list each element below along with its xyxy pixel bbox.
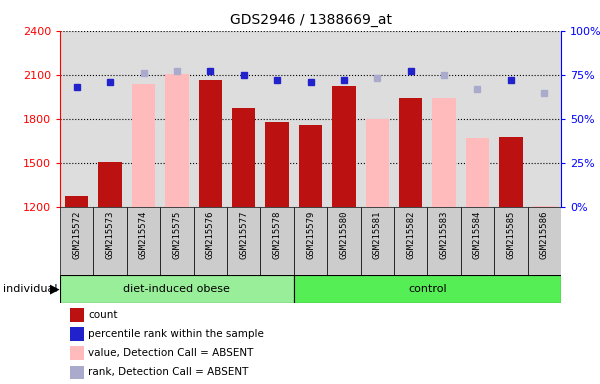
- Bar: [194, 207, 227, 275]
- Bar: [365, 119, 389, 207]
- Title: GDS2946 / 1388669_at: GDS2946 / 1388669_at: [229, 13, 392, 27]
- Text: GSM215582: GSM215582: [406, 211, 415, 259]
- Bar: [65, 195, 88, 207]
- Bar: [494, 207, 527, 275]
- Bar: [394, 207, 427, 275]
- Bar: [499, 137, 523, 207]
- Text: GSM215577: GSM215577: [239, 211, 248, 259]
- Bar: [165, 74, 188, 207]
- Text: ▶: ▶: [50, 282, 59, 295]
- Bar: [160, 207, 194, 275]
- Bar: [361, 207, 394, 275]
- Text: individual: individual: [3, 284, 58, 294]
- Bar: [327, 207, 361, 275]
- Bar: [427, 207, 461, 275]
- Bar: [294, 275, 561, 303]
- Bar: [299, 125, 322, 207]
- Text: rank, Detection Call = ABSENT: rank, Detection Call = ABSENT: [88, 367, 248, 377]
- Bar: [70, 308, 85, 322]
- Bar: [127, 207, 160, 275]
- Bar: [527, 207, 561, 275]
- Bar: [294, 207, 327, 275]
- Bar: [461, 207, 494, 275]
- Text: GSM215574: GSM215574: [139, 211, 148, 259]
- Bar: [332, 86, 356, 207]
- Text: GSM215584: GSM215584: [473, 211, 482, 259]
- Text: GSM215581: GSM215581: [373, 211, 382, 259]
- Bar: [98, 162, 122, 207]
- Bar: [433, 98, 456, 207]
- Text: diet-induced obese: diet-induced obese: [124, 284, 230, 294]
- Text: GSM215579: GSM215579: [306, 211, 315, 259]
- Bar: [265, 122, 289, 207]
- Text: GSM215586: GSM215586: [540, 211, 549, 259]
- Bar: [60, 275, 294, 303]
- Bar: [70, 366, 85, 379]
- Text: control: control: [408, 284, 447, 294]
- Text: GSM215583: GSM215583: [440, 211, 449, 259]
- Bar: [466, 138, 489, 207]
- Bar: [227, 207, 260, 275]
- Bar: [399, 98, 422, 207]
- Bar: [232, 108, 256, 207]
- Text: GSM215585: GSM215585: [506, 211, 515, 259]
- Text: percentile rank within the sample: percentile rank within the sample: [88, 329, 264, 339]
- Bar: [533, 206, 556, 207]
- Bar: [94, 207, 127, 275]
- Bar: [132, 84, 155, 207]
- Text: count: count: [88, 310, 118, 320]
- Bar: [70, 346, 85, 360]
- Bar: [70, 327, 85, 341]
- Text: GSM215575: GSM215575: [172, 211, 181, 259]
- Text: GSM215578: GSM215578: [272, 211, 281, 259]
- Text: value, Detection Call = ABSENT: value, Detection Call = ABSENT: [88, 348, 253, 358]
- Text: GSM215580: GSM215580: [340, 211, 349, 259]
- Text: GSM215576: GSM215576: [206, 211, 215, 259]
- Text: GSM215573: GSM215573: [106, 211, 115, 259]
- Text: GSM215572: GSM215572: [72, 211, 81, 259]
- Bar: [60, 207, 94, 275]
- Bar: [260, 207, 294, 275]
- Bar: [199, 80, 222, 207]
